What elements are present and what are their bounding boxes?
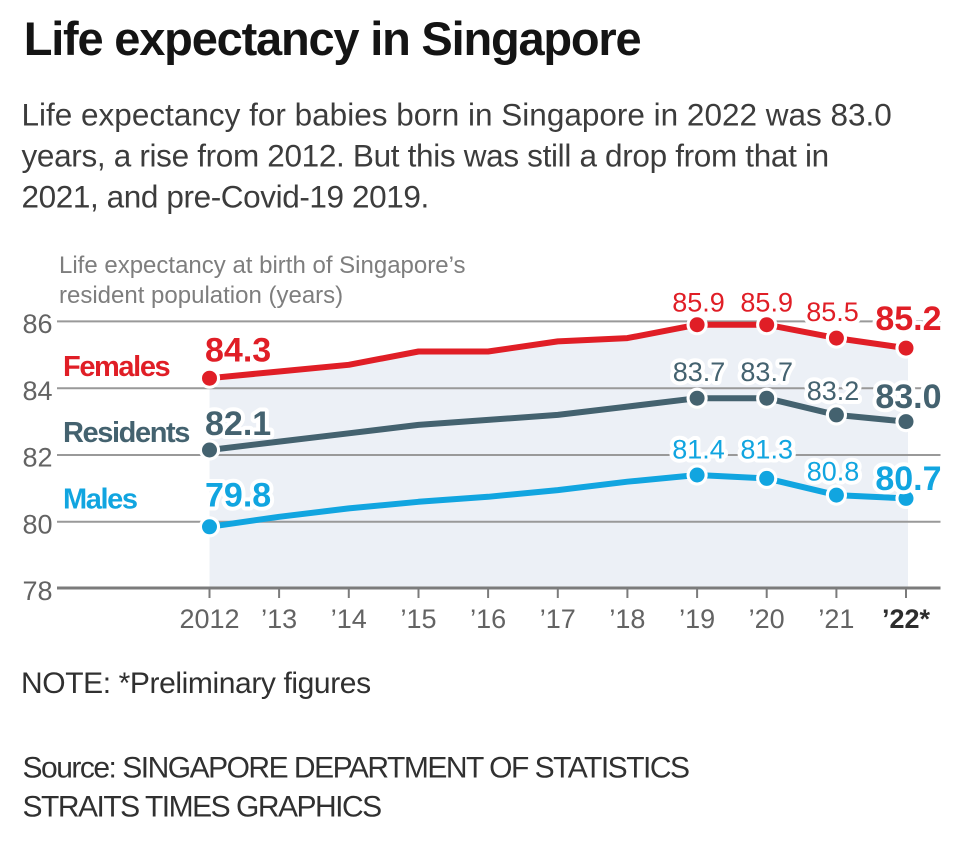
svg-text:85.9: 85.9 <box>672 288 725 318</box>
svg-text:Life expectancy in Singapore: Life expectancy in Singapore <box>24 12 641 65</box>
svg-text:79.8: 79.8 <box>205 477 271 515</box>
svg-text:years, a rise from 2012. But t: years, a rise from 2012. But this was st… <box>22 138 829 174</box>
svg-text:Females: Females <box>63 351 170 383</box>
svg-text:78: 78 <box>22 576 52 606</box>
svg-text:84.3: 84.3 <box>205 332 271 370</box>
svg-text:NOTE: *Preliminary figures: NOTE: *Preliminary figures <box>21 667 371 700</box>
svg-text:STRAITS TIMES GRAPHICS: STRAITS TIMES GRAPHICS <box>23 791 382 824</box>
svg-text:82: 82 <box>22 443 52 473</box>
svg-text:’15: ’15 <box>400 604 436 634</box>
svg-text:83.2: 83.2 <box>807 376 860 406</box>
svg-text:’18: ’18 <box>609 604 645 634</box>
svg-text:Life expectancy for babies bor: Life expectancy for babies born in Singa… <box>22 97 892 133</box>
svg-text:2021, and pre-Covid-19 2019.: 2021, and pre-Covid-19 2019. <box>22 179 429 215</box>
svg-text:’19: ’19 <box>679 604 715 634</box>
svg-text:83.7: 83.7 <box>673 357 726 387</box>
svg-text:81.3: 81.3 <box>740 435 793 465</box>
svg-text:83.0: 83.0 <box>875 378 941 416</box>
svg-text:Males: Males <box>63 484 137 516</box>
svg-text:’22*: ’22* <box>882 604 931 634</box>
svg-text:’13: ’13 <box>261 604 297 634</box>
svg-text:85.9: 85.9 <box>740 288 793 318</box>
svg-text:’17: ’17 <box>540 604 576 634</box>
svg-text:Residents: Residents <box>63 417 189 449</box>
svg-text:81.4: 81.4 <box>672 435 725 465</box>
svg-text:84: 84 <box>22 376 52 406</box>
svg-text:’21: ’21 <box>818 604 854 634</box>
svg-text:’20: ’20 <box>749 604 785 634</box>
svg-text:83.7: 83.7 <box>740 357 793 387</box>
svg-text:82.1: 82.1 <box>205 405 271 443</box>
svg-text:80.7: 80.7 <box>875 460 941 498</box>
svg-text:80: 80 <box>22 509 52 539</box>
svg-text:Life expectancy at birth of Si: Life expectancy at birth of Singapore’s <box>59 252 465 279</box>
svg-text:86: 86 <box>22 309 52 339</box>
svg-text:85.2: 85.2 <box>875 300 941 338</box>
svg-text:2012: 2012 <box>179 604 239 634</box>
svg-text:’16: ’16 <box>470 604 506 634</box>
svg-text:resident population (years): resident population (years) <box>59 282 343 309</box>
svg-text:85.5: 85.5 <box>806 297 859 327</box>
svg-text:Source: SINGAPORE DEPARTMENT O: Source: SINGAPORE DEPARTMENT OF STATISTI… <box>23 752 690 785</box>
svg-text:80.8: 80.8 <box>807 457 860 487</box>
svg-text:’14: ’14 <box>331 604 367 634</box>
